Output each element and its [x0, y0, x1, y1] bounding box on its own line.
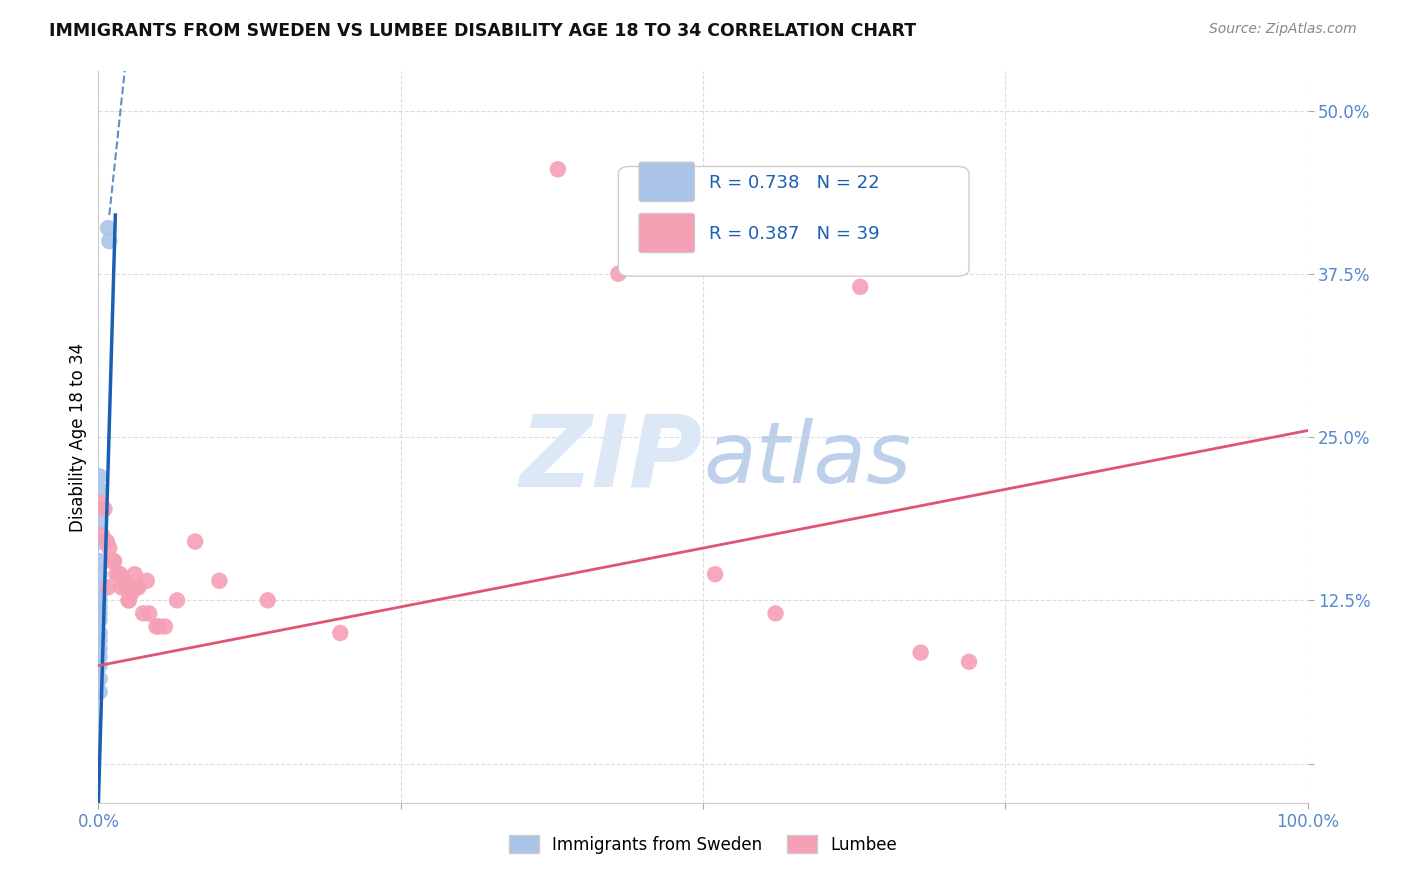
Text: ZIP: ZIP: [520, 410, 703, 508]
Point: [132, 607, 155, 621]
Point: [145, 619, 167, 633]
Point: [98, 234, 121, 248]
Point: [184, 534, 207, 549]
Point: [108, 567, 131, 582]
Text: Source: ZipAtlas.com: Source: ZipAtlas.com: [1209, 22, 1357, 37]
Point: [108, 567, 131, 582]
Point: [120, 587, 142, 601]
Point: [93, 502, 115, 516]
Point: [89, 593, 111, 607]
Point: [112, 574, 135, 588]
Text: atlas: atlas: [703, 417, 911, 500]
Point: [89, 554, 111, 568]
Point: [256, 593, 278, 607]
Point: [89, 641, 111, 656]
Point: [97, 221, 120, 235]
Point: [110, 580, 132, 594]
Point: [124, 567, 146, 582]
Point: [153, 619, 176, 633]
Point: [89, 599, 111, 614]
Point: [101, 554, 124, 568]
Point: [89, 649, 111, 664]
Point: [118, 593, 141, 607]
Point: [148, 619, 170, 633]
Point: [89, 534, 111, 549]
Point: [89, 632, 111, 647]
Point: [91, 528, 114, 542]
Point: [704, 567, 727, 582]
Y-axis label: Disability Age 18 to 34: Disability Age 18 to 34: [69, 343, 87, 532]
Point: [329, 626, 352, 640]
Point: [89, 626, 111, 640]
Point: [89, 469, 111, 483]
Point: [89, 567, 111, 582]
Point: [89, 495, 111, 509]
Point: [89, 483, 111, 497]
Point: [89, 587, 111, 601]
Point: [957, 655, 980, 669]
Point: [89, 658, 111, 673]
Point: [138, 607, 160, 621]
Point: [98, 541, 121, 555]
Point: [89, 607, 111, 621]
Point: [89, 580, 111, 594]
Point: [910, 646, 932, 660]
Point: [127, 580, 149, 594]
FancyBboxPatch shape: [638, 213, 695, 252]
Point: [765, 607, 787, 621]
Point: [127, 580, 149, 594]
Point: [166, 593, 188, 607]
Point: [208, 574, 231, 588]
Point: [89, 613, 111, 627]
Point: [97, 580, 120, 594]
Point: [89, 685, 111, 699]
Point: [89, 502, 111, 516]
Point: [118, 593, 141, 607]
Point: [135, 574, 157, 588]
FancyBboxPatch shape: [638, 162, 695, 202]
Point: [100, 554, 122, 568]
Text: R = 0.738   N = 22: R = 0.738 N = 22: [709, 174, 880, 192]
Point: [849, 280, 872, 294]
Point: [547, 162, 569, 177]
FancyBboxPatch shape: [619, 167, 969, 277]
Legend: Immigrants from Sweden, Lumbee: Immigrants from Sweden, Lumbee: [502, 829, 904, 860]
Point: [607, 267, 630, 281]
Point: [115, 580, 138, 594]
Point: [103, 554, 125, 568]
Point: [89, 515, 111, 529]
Point: [89, 672, 111, 686]
Point: [96, 534, 118, 549]
Text: IMMIGRANTS FROM SWEDEN VS LUMBEE DISABILITY AGE 18 TO 34 CORRELATION CHART: IMMIGRANTS FROM SWEDEN VS LUMBEE DISABIL…: [49, 22, 917, 40]
Point: [105, 567, 128, 582]
Text: R = 0.387   N = 39: R = 0.387 N = 39: [709, 225, 880, 243]
